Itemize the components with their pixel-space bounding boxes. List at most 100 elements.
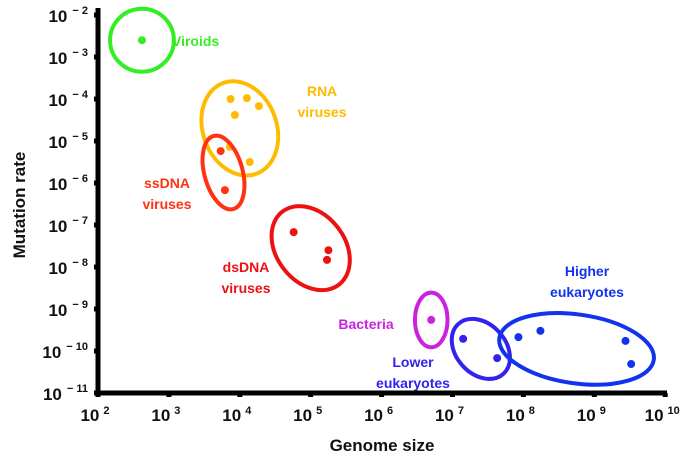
rna-viruses-point <box>242 94 251 103</box>
x-tick-exponent: 8 <box>529 405 535 417</box>
y-tick-exponent: − 8 <box>72 257 88 269</box>
y-tick-mark <box>94 390 98 396</box>
dsdna-viruses-label: dsDNA <box>223 259 270 275</box>
y-tick-base: 10 <box>48 259 67 278</box>
group-bacteria: Bacteria <box>338 290 450 350</box>
x-tick-label: 10 9 <box>577 405 606 425</box>
higher-eukaryotes-point <box>627 360 636 369</box>
lower-eukaryotes-label: Lower <box>392 354 434 370</box>
higher-eukaryotes-point <box>536 326 545 335</box>
x-tick-mark <box>591 393 597 397</box>
rna-viruses-label: RNA <box>307 83 337 99</box>
rna-viruses-point <box>254 102 263 111</box>
x-tick-base: 10 <box>222 406 241 425</box>
group-viroids: Viroids <box>108 6 219 74</box>
x-tick-exponent: 10 <box>668 405 680 417</box>
x-tick-label: 10 3 <box>151 405 180 425</box>
y-tick-base: 10 <box>42 343 61 362</box>
y-tick-base: 10 <box>48 7 67 26</box>
dsdna-viruses-point <box>323 255 332 264</box>
dsdna-viruses-point <box>289 228 298 237</box>
y-tick-label: 10 − 9 <box>48 299 88 320</box>
x-tick-mark <box>450 393 455 397</box>
y-tick-mark <box>94 264 98 270</box>
viroids-ellipse <box>108 6 176 74</box>
y-tick-label: 10 − 8 <box>48 257 88 278</box>
x-tick-mark <box>520 393 526 397</box>
y-tick-base: 10 <box>48 175 67 194</box>
y-tick-mark <box>94 54 98 60</box>
y-tick-label: 10 − 3 <box>48 47 88 68</box>
higher-eukaryotes-label: Higher <box>565 263 610 279</box>
group-rna-viruses: RNA viruses <box>199 79 347 178</box>
x-tick-exponent: 3 <box>174 405 180 417</box>
ssdna-viruses-ellipse <box>200 133 247 212</box>
lower-eukaryotes-point <box>459 334 468 343</box>
y-tick-base: 10 <box>48 91 67 110</box>
x-tick-exponent: 4 <box>245 405 252 417</box>
groups-layer: Viroids RNA viruses ssDNA viruses dsDNA viruse… <box>108 6 656 391</box>
x-tick-exponent: 9 <box>600 405 606 417</box>
y-tick-mark <box>94 348 98 354</box>
y-tick-mark <box>94 12 98 18</box>
higher-eukaryotes-label: eukaryotes <box>550 284 624 300</box>
rna-viruses-point <box>226 95 235 103</box>
y-tick-exponent: − 6 <box>72 173 88 185</box>
bacteria-ellipse <box>412 290 450 350</box>
ssdna-viruses-label: ssDNA <box>144 175 190 191</box>
x-tick-base: 10 <box>435 406 454 425</box>
y-tick-label: 10 − 4 <box>48 89 88 110</box>
x-tick-label: 10 8 <box>506 405 535 425</box>
y-tick-exponent: − 3 <box>72 47 88 59</box>
group-dsdna-viruses: dsDNA viruses <box>221 204 352 296</box>
x-tick-label: 10 7 <box>435 405 464 425</box>
x-tick-exponent: 7 <box>458 405 464 417</box>
x-tick-mark <box>379 393 385 397</box>
y-tick-base: 10 <box>48 301 67 320</box>
x-tick-base: 10 <box>577 406 596 425</box>
group-lower-eukaryotes: Lower eukaryotes <box>376 316 512 391</box>
x-tick-label: 10 5 <box>293 405 322 425</box>
x-tick-base: 10 <box>80 406 99 425</box>
ssdna-viruses-label: viruses <box>142 196 191 212</box>
ssdna-viruses-point <box>220 186 229 195</box>
y-tick-mark <box>94 222 98 228</box>
y-tick-label: 10 − 5 <box>48 131 88 152</box>
bacteria-point <box>427 315 436 324</box>
group-higher-eukaryotes: Higher eukaryotes <box>497 263 656 387</box>
x-tick-base: 10 <box>151 406 170 425</box>
x-tick-mark <box>308 393 314 397</box>
x-tick-exponent: 2 <box>103 405 109 417</box>
y-tick-label: 10 − 10 <box>42 341 88 362</box>
dsdna-viruses-label: viruses <box>221 280 270 296</box>
x-tick-exponent: 6 <box>387 405 393 417</box>
y-tick-mark <box>94 306 98 312</box>
lower-eukaryotes-ellipse <box>449 316 512 381</box>
y-tick-exponent: − 5 <box>72 131 88 143</box>
y-tick-label: 10 − 2 <box>48 5 88 26</box>
viroids-label: Viroids <box>172 33 219 49</box>
x-tick-mark <box>662 393 668 397</box>
dsdna-viruses-point <box>324 246 333 255</box>
y-tick-exponent: − 10 <box>66 341 88 353</box>
lower-eukaryotes-label: eukaryotes <box>376 375 450 391</box>
x-tick-label: 10 4 <box>222 405 252 425</box>
y-tick-exponent: − 2 <box>72 5 88 17</box>
x-axis-title: Genome size <box>330 436 435 455</box>
y-tick-base: 10 <box>48 217 67 236</box>
x-tick-base: 10 <box>364 406 383 425</box>
x-tick-label: 10 2 <box>80 405 109 425</box>
bacteria-label: Bacteria <box>338 316 393 332</box>
y-tick-label: 10 − 7 <box>48 215 88 236</box>
y-axis-title: Mutation rate <box>10 152 29 259</box>
higher-eukaryotes-point <box>621 336 630 345</box>
y-tick-mark <box>94 180 98 186</box>
x-tick-label: 10 6 <box>364 405 393 425</box>
dsdna-viruses-ellipse <box>269 204 352 293</box>
x-tick-mark <box>166 393 172 397</box>
y-tick-base: 10 <box>48 49 67 68</box>
ssdna-viruses-point <box>216 147 225 156</box>
y-tick-label: 10 − 6 <box>48 173 88 194</box>
y-tick-base: 10 <box>48 133 67 152</box>
